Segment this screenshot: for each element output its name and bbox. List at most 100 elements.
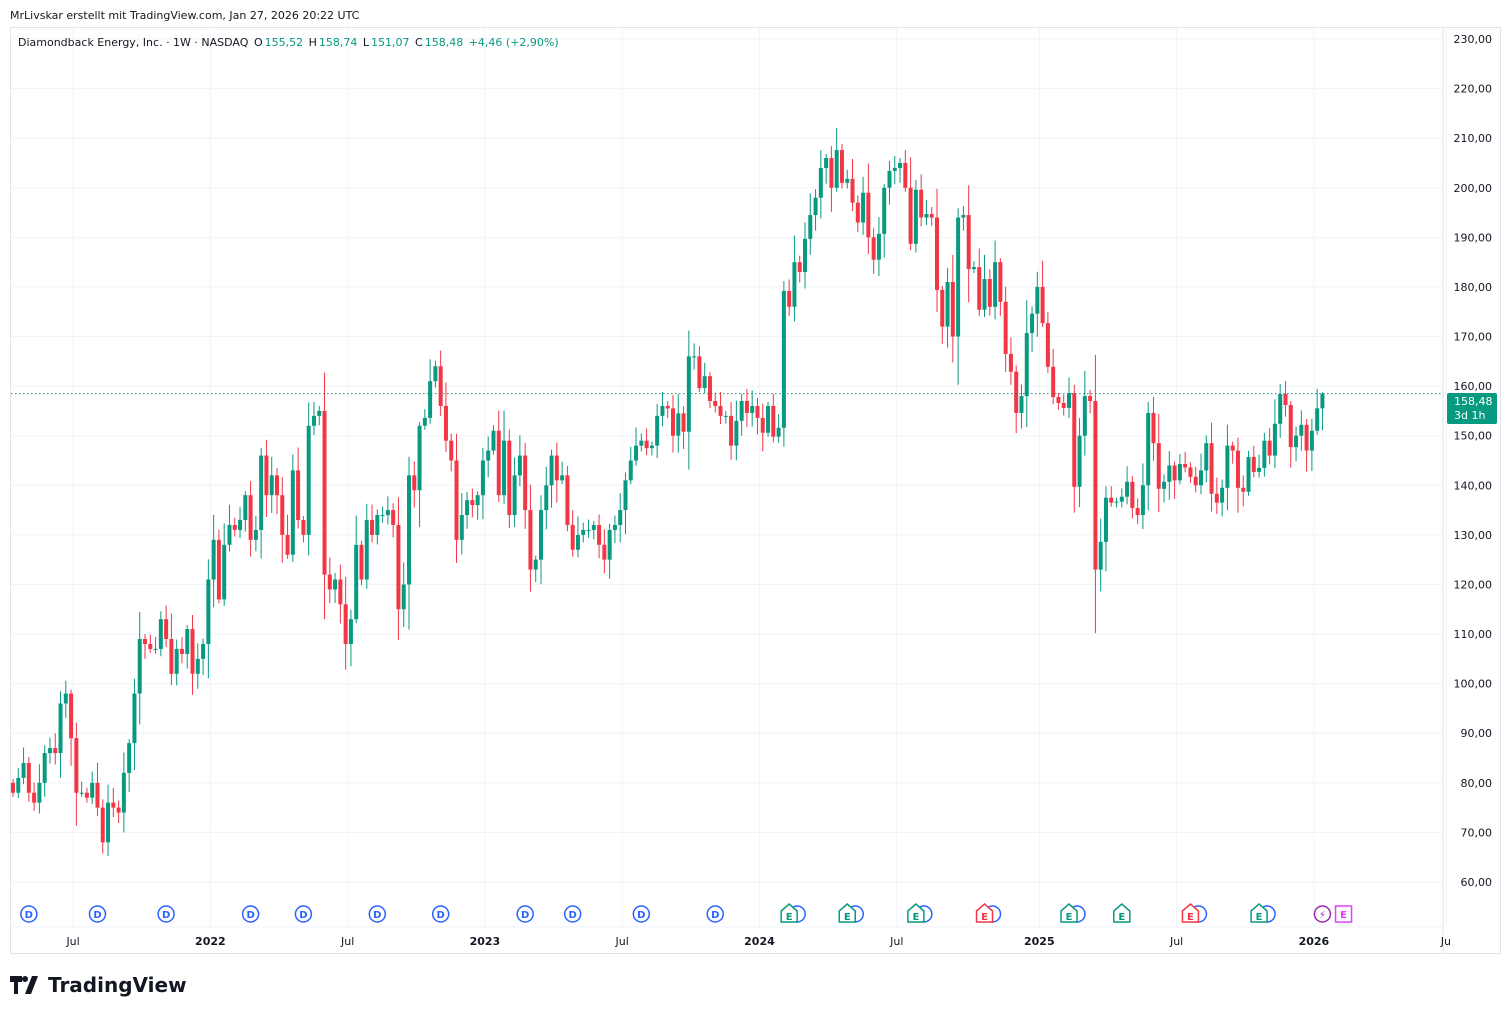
events-row: D D D D D D D D D D D E E E E E E E E ⚡ E <box>20 903 1353 923</box>
candle <box>734 400 739 461</box>
dividend-event-icon[interactable]: D <box>157 905 175 923</box>
earnings-icon[interactable] <box>907 903 925 923</box>
high-value: 158,74 <box>318 36 358 49</box>
split-icon[interactable] <box>1313 905 1332 923</box>
candle <box>1172 461 1177 499</box>
candle <box>174 639 179 686</box>
candle <box>11 778 15 797</box>
candle-body <box>1199 470 1203 486</box>
candle-body <box>591 524 596 530</box>
candle <box>1278 384 1283 438</box>
earnings-icon[interactable] <box>1113 903 1131 923</box>
y-tick-label: 70,00 <box>1461 826 1493 839</box>
candle-body <box>1146 412 1151 486</box>
candle <box>1030 306 1035 352</box>
dividend-event-icon[interactable]: D <box>294 905 313 923</box>
candle-body <box>570 524 575 550</box>
earnings_down-event-icon[interactable]: E <box>975 903 1002 923</box>
dividend-icon[interactable] <box>431 905 450 923</box>
earnings_up-event-icon[interactable]: E <box>1250 903 1276 923</box>
candle <box>63 680 68 719</box>
earnings-icon[interactable] <box>1060 903 1078 923</box>
candle-body <box>755 405 760 418</box>
dividend-event-icon[interactable]: D <box>368 905 387 923</box>
candle-body <box>528 510 533 570</box>
earnings-glyph: E <box>912 912 919 923</box>
dividend-event-icon[interactable]: D <box>516 905 534 923</box>
earnings_up-event-icon[interactable]: E <box>1113 903 1131 923</box>
earnings_up-event-icon[interactable]: E <box>907 903 933 923</box>
dividend-icon[interactable] <box>516 905 534 923</box>
candle-body <box>1220 487 1225 503</box>
candle <box>412 461 417 508</box>
candle <box>681 406 686 449</box>
earnings_down-event-icon[interactable]: E <box>1181 903 1208 923</box>
candle <box>575 516 580 558</box>
earnings-upcoming-icon[interactable] <box>1334 905 1353 923</box>
earnings-icon[interactable] <box>975 903 994 923</box>
candle <box>32 782 37 811</box>
candle <box>781 281 786 447</box>
candle <box>1251 445 1256 478</box>
dividend-icon[interactable] <box>20 905 38 923</box>
dividend-icon[interactable] <box>294 905 313 923</box>
dividend-icon[interactable] <box>88 905 107 923</box>
dividend-icon[interactable] <box>563 905 582 923</box>
dividend-event-icon[interactable]: D <box>706 905 724 923</box>
candle-body <box>79 792 84 794</box>
x-tick-label: Jul <box>615 935 629 948</box>
candle-body <box>47 748 52 754</box>
candle <box>628 446 633 485</box>
tradingview-logo[interactable]: TradingView <box>10 973 187 997</box>
candle <box>834 127 839 192</box>
candle <box>544 466 549 530</box>
close-label: C <box>415 36 423 49</box>
candle <box>507 429 512 529</box>
candle <box>338 564 343 624</box>
dividend-event-icon[interactable]: D <box>20 905 38 923</box>
dividend-icon[interactable] <box>368 905 387 923</box>
candle-body <box>1030 313 1035 334</box>
candle <box>1167 451 1172 500</box>
earnings_upcoming-event-icon[interactable]: E <box>1334 905 1353 923</box>
candle-body <box>898 162 903 168</box>
dividend-icon[interactable] <box>706 905 724 923</box>
dividend-event-icon[interactable]: D <box>241 905 260 923</box>
earnings-icon[interactable] <box>780 903 798 923</box>
candle-body <box>1304 424 1309 451</box>
candle <box>90 771 95 805</box>
earnings_up-event-icon[interactable]: E <box>780 903 806 923</box>
candle <box>486 436 491 478</box>
candle <box>1304 418 1309 472</box>
earnings_up-event-icon[interactable]: E <box>838 903 864 923</box>
candle-body <box>174 648 179 674</box>
candle-body <box>623 480 628 511</box>
candle <box>359 540 364 586</box>
dividend-event-icon[interactable]: D <box>563 905 582 923</box>
x-tick-label: 2023 <box>470 935 501 948</box>
earnings-icon[interactable] <box>1181 903 1200 923</box>
candle-body <box>523 455 528 511</box>
earnings-icon[interactable] <box>1250 903 1268 923</box>
earnings-icon[interactable] <box>838 903 856 923</box>
dividend-event-icon[interactable]: D <box>88 905 107 923</box>
dividend-icon[interactable] <box>157 905 175 923</box>
dividend-icon[interactable] <box>632 905 651 923</box>
earnings_up-event-icon[interactable]: E <box>1060 903 1086 923</box>
candle-body <box>465 500 470 516</box>
dividend-event-icon[interactable]: D <box>632 905 651 923</box>
candle <box>211 514 216 608</box>
chart-attribution: MrLivskar erstellt mit TradingView.com, … <box>10 9 360 22</box>
candle-body <box>348 619 353 644</box>
candle <box>127 739 132 792</box>
dividend-icon[interactable] <box>241 905 260 923</box>
candle-body <box>692 356 697 358</box>
candle-body <box>1051 366 1056 398</box>
candle <box>396 497 401 641</box>
dividend-glyph: D <box>521 910 529 921</box>
candle-body <box>90 782 95 798</box>
change-value: +4,46 (+2,90%) <box>468 36 559 49</box>
split-event-icon[interactable]: ⚡ <box>1313 905 1332 923</box>
dividend-event-icon[interactable]: D <box>431 905 450 923</box>
